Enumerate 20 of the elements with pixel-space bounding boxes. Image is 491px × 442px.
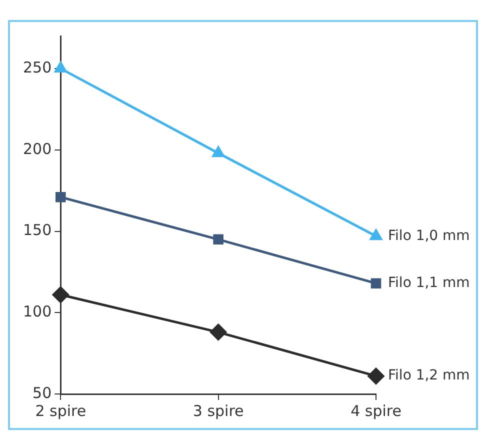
- point: [370, 278, 382, 288]
- point: [54, 62, 67, 73]
- point: [370, 229, 382, 240]
- point: [212, 146, 224, 158]
- x-tick-label: 3 spire: [192, 402, 244, 420]
- point: [55, 192, 66, 202]
- point: [368, 368, 384, 384]
- point: [52, 286, 69, 303]
- y-tick-label: 100: [22, 302, 52, 321]
- x-tick-label: 4 spire: [350, 402, 402, 420]
- y-tick-label: 50: [32, 384, 52, 402]
- series-label: Filo 1,1 mm: [388, 274, 470, 291]
- y-tick-label: 150: [22, 221, 52, 240]
- x-tick-label: 2 spire: [35, 402, 86, 420]
- y-tick-label: 200: [22, 140, 52, 158]
- series-label: Filo 1,0 mm: [388, 228, 470, 244]
- y-tick-label: 250: [22, 58, 52, 76]
- point: [213, 234, 224, 245]
- point: [210, 324, 227, 340]
- series-label: Filo 1,2 mm: [388, 368, 470, 384]
